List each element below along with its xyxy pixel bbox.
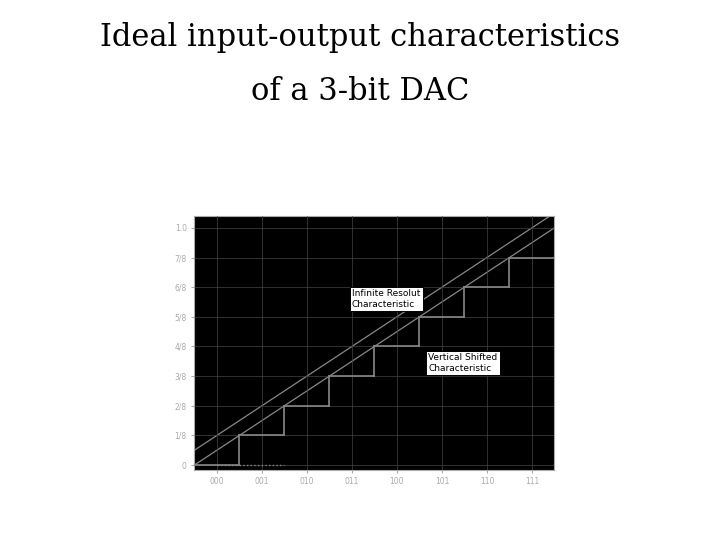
Text: Infinite Resolut
Characteristic: Infinite Resolut Characteristic — [352, 289, 420, 309]
Text: Ideal input-output characteristics: Ideal input-output characteristics — [100, 22, 620, 52]
Text: Vertical Shifted
Characteristic: Vertical Shifted Characteristic — [428, 353, 498, 373]
Text: of a 3-bit DAC: of a 3-bit DAC — [251, 76, 469, 106]
